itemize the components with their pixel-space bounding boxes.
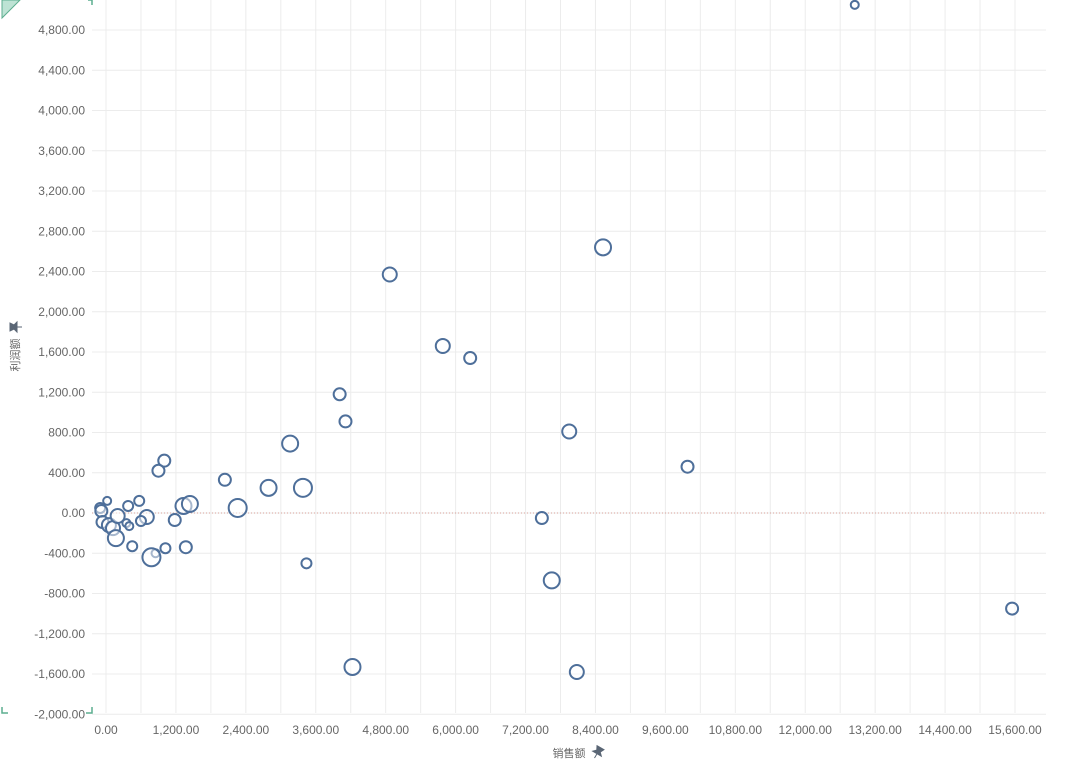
y-tick-label: 4,400.00 <box>38 63 85 77</box>
data-point[interactable] <box>259 478 278 497</box>
data-point[interactable] <box>141 547 162 568</box>
x-axis-ticks: 0.00 1,200.00 2,400.00 3,600.00 4,800.00 6,00… <box>94 723 1042 737</box>
x-tick-label: 2,400.00 <box>222 723 269 737</box>
data-points <box>94 0 1020 680</box>
grid-y-lines <box>92 29 1046 715</box>
data-point[interactable] <box>534 511 549 526</box>
frame-corner-markers <box>1 0 93 714</box>
data-point[interactable] <box>159 542 172 555</box>
x-axis-title: 销售额 <box>553 746 586 760</box>
x-tick-label: 8,400.00 <box>572 723 619 737</box>
data-point[interactable] <box>343 657 362 676</box>
data-point[interactable] <box>338 414 353 429</box>
data-point[interactable] <box>126 540 139 553</box>
data-point[interactable] <box>1005 601 1020 616</box>
x-tick-label: 10,800.00 <box>709 723 763 737</box>
y-tick-label: 800.00 <box>48 426 85 440</box>
corner-marker-bottom-right <box>86 707 93 714</box>
x-tick-label: 0.00 <box>94 723 118 737</box>
x-tick-label: 12,000.00 <box>779 723 833 737</box>
x-tick-label: 7,200.00 <box>502 723 549 737</box>
y-tick-label: 0.00 <box>62 506 86 520</box>
y-axis-ticks: -2,000.00 -1,600.00 -1,200.00 -800.00 -400.0… <box>34 23 85 721</box>
y-tick-label: 1,200.00 <box>38 385 85 399</box>
y-tick-label: 3,200.00 <box>38 184 85 198</box>
data-point[interactable] <box>180 494 199 513</box>
x-tick-label: 13,200.00 <box>848 723 902 737</box>
y-tick-label: 2,800.00 <box>38 224 85 238</box>
data-point[interactable] <box>106 529 125 548</box>
x-tick-label: 6,000.00 <box>432 723 479 737</box>
data-point[interactable] <box>124 521 135 532</box>
x-tick-label: 9,600.00 <box>642 723 689 737</box>
corner-marker-bottom-left <box>1 707 8 714</box>
corner-marker-top-right <box>88 0 93 5</box>
data-point[interactable] <box>134 515 147 528</box>
data-point[interactable] <box>300 557 313 570</box>
data-point[interactable] <box>151 463 166 478</box>
data-point[interactable] <box>102 495 113 506</box>
y-tick-label: 400.00 <box>48 466 85 480</box>
corner-marker-top-left <box>1 0 21 20</box>
y-tick-label: -2,000.00 <box>34 707 85 721</box>
data-point[interactable] <box>109 508 126 525</box>
x-axis-pin-icon[interactable] <box>590 744 605 760</box>
y-axis-title: 利润额 <box>8 339 22 372</box>
y-tick-label: -800.00 <box>44 587 85 601</box>
data-point[interactable] <box>157 453 172 468</box>
grid-x-lines <box>105 0 1016 713</box>
data-point[interactable] <box>133 494 146 507</box>
x-tick-label: 15,600.00 <box>988 723 1042 737</box>
data-point[interactable] <box>332 387 347 402</box>
data-point[interactable] <box>594 238 613 257</box>
y-tick-label: -1,600.00 <box>34 667 85 681</box>
data-point[interactable] <box>217 472 232 487</box>
data-point[interactable] <box>542 571 561 590</box>
y-tick-label: 2,400.00 <box>38 265 85 279</box>
data-point[interactable] <box>227 497 248 518</box>
y-tick-label: 1,600.00 <box>38 345 85 359</box>
y-tick-label: 4,800.00 <box>38 23 85 37</box>
data-point[interactable] <box>434 337 451 354</box>
y-tick-label: 2,000.00 <box>38 305 85 319</box>
data-point[interactable] <box>381 266 398 283</box>
y-tick-label: -1,200.00 <box>34 627 85 641</box>
y-axis-title-group: 利润额 <box>8 339 22 372</box>
y-tick-label: 4,000.00 <box>38 104 85 118</box>
data-point[interactable] <box>122 499 135 512</box>
y-tick-label: -400.00 <box>44 546 85 560</box>
y-tick-label: 3,600.00 <box>38 144 85 158</box>
x-tick-label: 4,800.00 <box>362 723 409 737</box>
x-tick-label: 14,400.00 <box>918 723 972 737</box>
y-axis-pin-icon[interactable] <box>9 320 22 334</box>
data-point[interactable] <box>568 663 585 680</box>
data-point[interactable] <box>463 351 478 366</box>
data-point[interactable] <box>292 477 313 498</box>
x-tick-label: 1,200.00 <box>153 723 200 737</box>
data-point[interactable] <box>680 459 695 474</box>
x-tick-label: 3,600.00 <box>292 723 339 737</box>
data-point[interactable] <box>178 540 193 555</box>
data-point[interactable] <box>281 434 300 453</box>
data-point[interactable] <box>561 423 578 440</box>
data-point[interactable] <box>849 0 860 10</box>
data-point[interactable] <box>167 513 182 528</box>
